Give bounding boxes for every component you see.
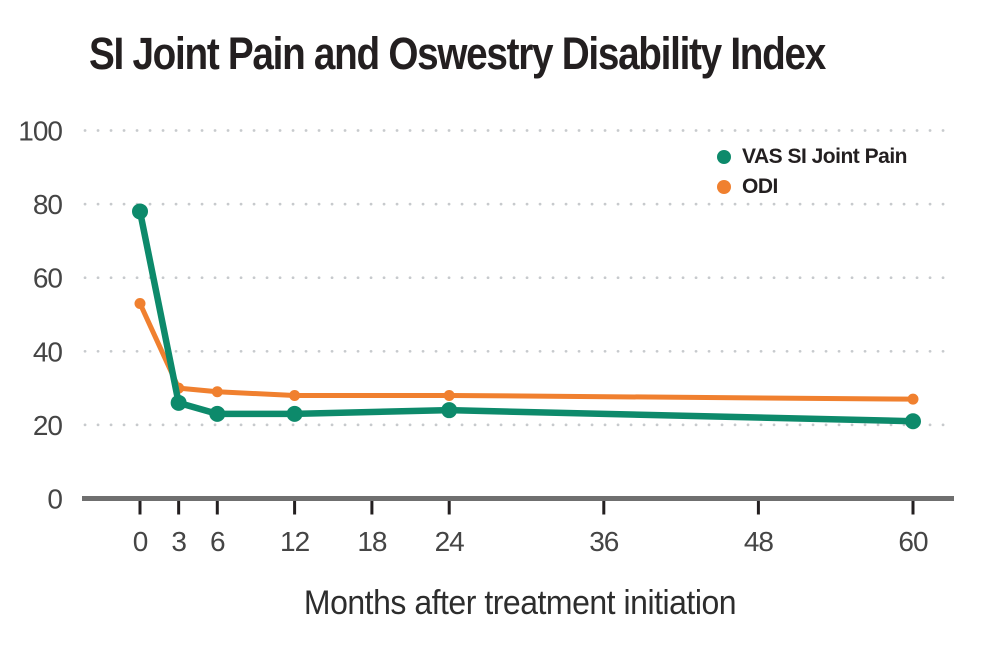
legend-item-odi: ODI (717, 173, 907, 201)
x-tick-label: 18 (357, 526, 387, 557)
legend-item-vas-si-joint-pain: VAS SI Joint Pain (717, 143, 907, 171)
chart-title: SI Joint Pain and Oswestry Disability In… (89, 28, 826, 79)
x-tick-label: 6 (210, 526, 225, 557)
data-point-marker (211, 386, 223, 398)
data-point-marker (289, 389, 301, 401)
data-point-marker (286, 405, 303, 422)
series-line-vas (136, 208, 917, 425)
y-tick-label: 80 (33, 189, 63, 220)
legend-marker-icon (717, 180, 731, 194)
data-point-marker (441, 402, 458, 419)
data-point-marker (134, 297, 146, 309)
x-tick-label: 3 (171, 526, 186, 557)
y-tick-label: 40 (33, 336, 63, 367)
data-point-marker (170, 394, 187, 411)
data-point-marker (443, 389, 455, 401)
legend-label: ODI (742, 175, 778, 198)
y-tick-label: 100 (18, 116, 62, 147)
x-tick-label: 48 (744, 526, 774, 557)
data-point-marker (209, 405, 226, 422)
data-point-marker (132, 203, 148, 220)
x-axis-title: Months after treatment initiation (303, 584, 737, 622)
x-tick-label: 12 (280, 526, 310, 557)
x-tick-label: 60 (898, 526, 928, 557)
x-tick-label: 0 (133, 526, 148, 557)
legend-marker-icon (717, 150, 731, 164)
y-tick-label: 60 (33, 263, 63, 294)
y-tick-label: 20 (33, 410, 63, 441)
data-point-marker (905, 413, 921, 430)
x-tick-label: 24 (435, 526, 465, 557)
data-point-marker (907, 393, 919, 405)
y-tick-label: 0 (47, 484, 62, 515)
legend-label: VAS SI Joint Pain (742, 145, 907, 168)
x-tick-label: 36 (589, 526, 619, 557)
legend: VAS SI Joint Pain ODI (717, 143, 907, 201)
